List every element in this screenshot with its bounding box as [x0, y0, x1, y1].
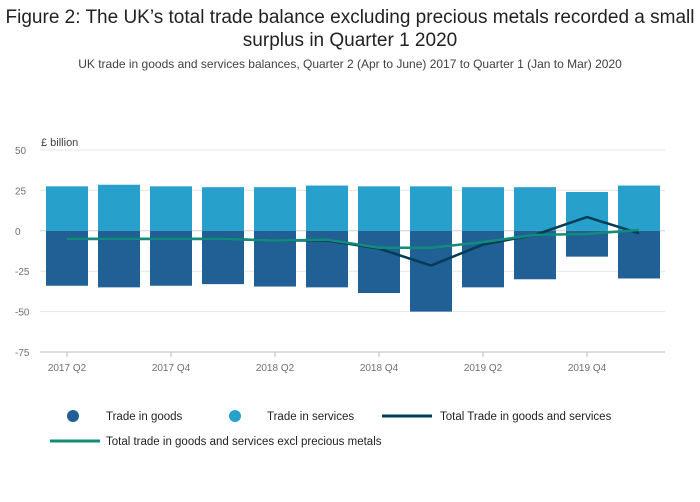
bar-trade-in-services [358, 186, 400, 231]
lines [67, 215, 640, 267]
y-tick-label: -50 [15, 308, 30, 319]
bar-trade-in-goods [514, 230, 556, 280]
bar-trade-in-services [46, 186, 88, 231]
y-axis: 50 25 0 -25 -50 -75 £ billion [15, 137, 78, 359]
bar-trade-in-services [618, 185, 660, 231]
legend-item: Total Trade in goods and services [382, 411, 612, 423]
legend: Trade in goods Trade in services Total Tra… [50, 410, 612, 448]
bar-trade-in-services [462, 187, 504, 231]
x-tick-label: 2019 Q2 [464, 363, 503, 374]
legend-item: Trade in goods [67, 410, 183, 423]
y-tick-label: -75 [15, 348, 30, 359]
bar-trade-in-goods [358, 230, 400, 294]
y-tick-label: 50 [15, 146, 27, 157]
x-axis: 2017 Q2 2017 Q4 2018 Q2 2018 Q4 2019 Q2 2019 … [40, 351, 665, 374]
y-tick-label: -25 [15, 267, 30, 278]
legend-swatch-dot [229, 410, 241, 422]
legend-swatch-dot [67, 410, 79, 422]
x-tick-label: 2017 Q4 [152, 363, 191, 374]
x-tick-label: 2019 Q4 [568, 363, 607, 374]
bar-trade-in-services [410, 186, 452, 231]
x-tick-label: 2017 Q2 [48, 363, 87, 374]
y-tick-label: 0 [15, 227, 21, 238]
bars [46, 184, 660, 312]
x-tick-label: 2018 Q4 [360, 363, 399, 374]
bar-trade-in-goods [410, 230, 452, 312]
x-tick-label: 2018 Q2 [256, 363, 295, 374]
bar-trade-in-services [98, 184, 140, 231]
line-total-trade-in-goods-and-services-excl-precious-metals [67, 228, 640, 250]
legend-item: Trade in services [229, 410, 354, 423]
chart-subtitle: UK trade in goods and services balances,… [78, 57, 622, 71]
bar-trade-in-services [254, 187, 296, 231]
y-unit-label: £ billion [41, 137, 78, 149]
chart-title: Figure 2: The UK’s total trade balance e… [5, 7, 695, 51]
legend-item: Total trade in goods and services excl p… [50, 436, 382, 448]
legend-label: Total Trade in goods and services [440, 411, 612, 423]
bar-trade-in-services [306, 185, 348, 231]
legend-label: Trade in services [267, 411, 354, 423]
bar-trade-in-goods [618, 230, 660, 279]
bar-trade-in-services [566, 192, 608, 231]
legend-label: Total trade in goods and services excl p… [106, 436, 382, 448]
legend-label: Trade in goods [106, 411, 183, 423]
bar-trade-in-services [514, 187, 556, 231]
bar-trade-in-goods [98, 230, 140, 288]
bar-trade-in-services [150, 186, 192, 231]
y-tick-label: 25 [15, 186, 27, 197]
bar-trade-in-services [202, 187, 244, 231]
